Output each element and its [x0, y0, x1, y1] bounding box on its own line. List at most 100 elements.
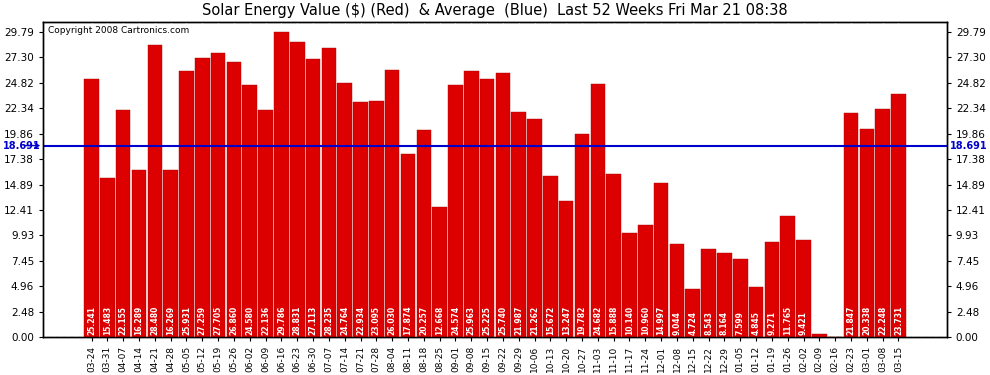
- Text: 24.764: 24.764: [341, 306, 349, 335]
- Text: 28.831: 28.831: [293, 306, 302, 335]
- Bar: [780, 216, 795, 337]
- Text: 8.164: 8.164: [720, 311, 729, 335]
- Bar: [84, 78, 99, 337]
- Bar: [496, 74, 510, 337]
- Text: 24.580: 24.580: [246, 306, 254, 335]
- Text: 28.480: 28.480: [150, 306, 159, 335]
- Bar: [464, 71, 478, 337]
- Text: 21.847: 21.847: [846, 306, 855, 335]
- Bar: [148, 45, 162, 337]
- Bar: [685, 289, 700, 337]
- Bar: [812, 334, 827, 337]
- Text: 27.259: 27.259: [198, 306, 207, 335]
- Bar: [195, 58, 210, 337]
- Text: 12.668: 12.668: [436, 306, 445, 335]
- Text: 21.262: 21.262: [530, 306, 540, 335]
- Bar: [764, 242, 779, 337]
- Text: 7.599: 7.599: [736, 312, 744, 335]
- Text: 14.997: 14.997: [656, 306, 665, 335]
- Bar: [369, 100, 383, 337]
- Text: 9.044: 9.044: [672, 312, 681, 335]
- Bar: [891, 94, 906, 337]
- Text: 22.248: 22.248: [878, 306, 887, 335]
- Bar: [132, 170, 147, 337]
- Bar: [512, 112, 526, 337]
- Bar: [258, 110, 273, 337]
- Bar: [322, 48, 337, 337]
- Bar: [591, 84, 605, 337]
- Bar: [843, 113, 858, 337]
- Title: Solar Energy Value ($) (Red)  & Average  (Blue)  Last 52 Weeks Fri Mar 21 08:38: Solar Energy Value ($) (Red) & Average (…: [202, 3, 788, 18]
- Text: 18.691: 18.691: [3, 141, 41, 151]
- Text: 22.136: 22.136: [261, 306, 270, 335]
- Bar: [622, 233, 637, 337]
- Bar: [385, 70, 399, 337]
- Bar: [733, 259, 747, 337]
- Text: 17.874: 17.874: [404, 306, 413, 335]
- Text: 24.682: 24.682: [593, 306, 602, 335]
- Text: 20.257: 20.257: [420, 306, 429, 335]
- Bar: [669, 244, 684, 337]
- Bar: [528, 119, 542, 337]
- Bar: [748, 287, 763, 337]
- Text: 19.782: 19.782: [577, 306, 586, 335]
- Text: 21.987: 21.987: [514, 306, 524, 335]
- Bar: [274, 32, 289, 337]
- Bar: [433, 207, 446, 337]
- Text: 28.235: 28.235: [325, 306, 334, 335]
- Bar: [448, 86, 462, 337]
- Text: 9.421: 9.421: [799, 312, 808, 335]
- Text: 8.543: 8.543: [704, 312, 713, 335]
- Bar: [211, 53, 226, 337]
- Text: 26.030: 26.030: [388, 306, 397, 335]
- Text: 15.483: 15.483: [103, 306, 112, 335]
- Text: 25.225: 25.225: [482, 306, 492, 335]
- Text: 25.963: 25.963: [466, 306, 476, 335]
- Bar: [243, 85, 257, 337]
- Bar: [701, 249, 716, 337]
- Bar: [638, 225, 652, 337]
- Text: 13.247: 13.247: [561, 306, 570, 335]
- Text: 20.338: 20.338: [862, 306, 871, 335]
- Bar: [338, 83, 352, 337]
- Bar: [100, 178, 115, 337]
- Bar: [227, 62, 242, 337]
- Text: 29.786: 29.786: [277, 306, 286, 335]
- Bar: [544, 177, 557, 337]
- Bar: [179, 72, 194, 337]
- Bar: [480, 79, 494, 337]
- Text: 16.289: 16.289: [135, 306, 144, 335]
- Bar: [875, 109, 890, 337]
- Bar: [116, 110, 131, 337]
- Text: 25.931: 25.931: [182, 306, 191, 335]
- Bar: [306, 59, 321, 337]
- Text: 15.672: 15.672: [545, 306, 554, 335]
- Text: 27.113: 27.113: [309, 306, 318, 335]
- Bar: [717, 254, 732, 337]
- Bar: [607, 174, 621, 337]
- Text: 25.740: 25.740: [498, 306, 508, 335]
- Bar: [653, 183, 668, 337]
- Text: 10.960: 10.960: [641, 306, 649, 335]
- Text: 26.860: 26.860: [230, 306, 239, 335]
- Bar: [559, 201, 573, 337]
- Text: 22.155: 22.155: [119, 306, 128, 335]
- Bar: [290, 42, 305, 337]
- Bar: [417, 129, 431, 337]
- Text: 11.765: 11.765: [783, 306, 792, 335]
- Text: 18.691: 18.691: [949, 141, 987, 151]
- Text: 23.731: 23.731: [894, 306, 903, 335]
- Bar: [575, 134, 589, 337]
- Text: 23.095: 23.095: [372, 306, 381, 335]
- Text: 27.705: 27.705: [214, 306, 223, 335]
- Text: 22.934: 22.934: [356, 306, 365, 335]
- Text: 16.269: 16.269: [166, 306, 175, 335]
- Text: Copyright 2008 Cartronics.com: Copyright 2008 Cartronics.com: [48, 27, 189, 36]
- Bar: [163, 170, 178, 337]
- Text: 4.724: 4.724: [688, 311, 697, 335]
- Text: 25.241: 25.241: [87, 306, 96, 335]
- Text: 4.845: 4.845: [751, 312, 760, 335]
- Text: 24.574: 24.574: [450, 306, 460, 335]
- Text: 10.140: 10.140: [625, 306, 634, 335]
- Text: 15.888: 15.888: [609, 306, 618, 335]
